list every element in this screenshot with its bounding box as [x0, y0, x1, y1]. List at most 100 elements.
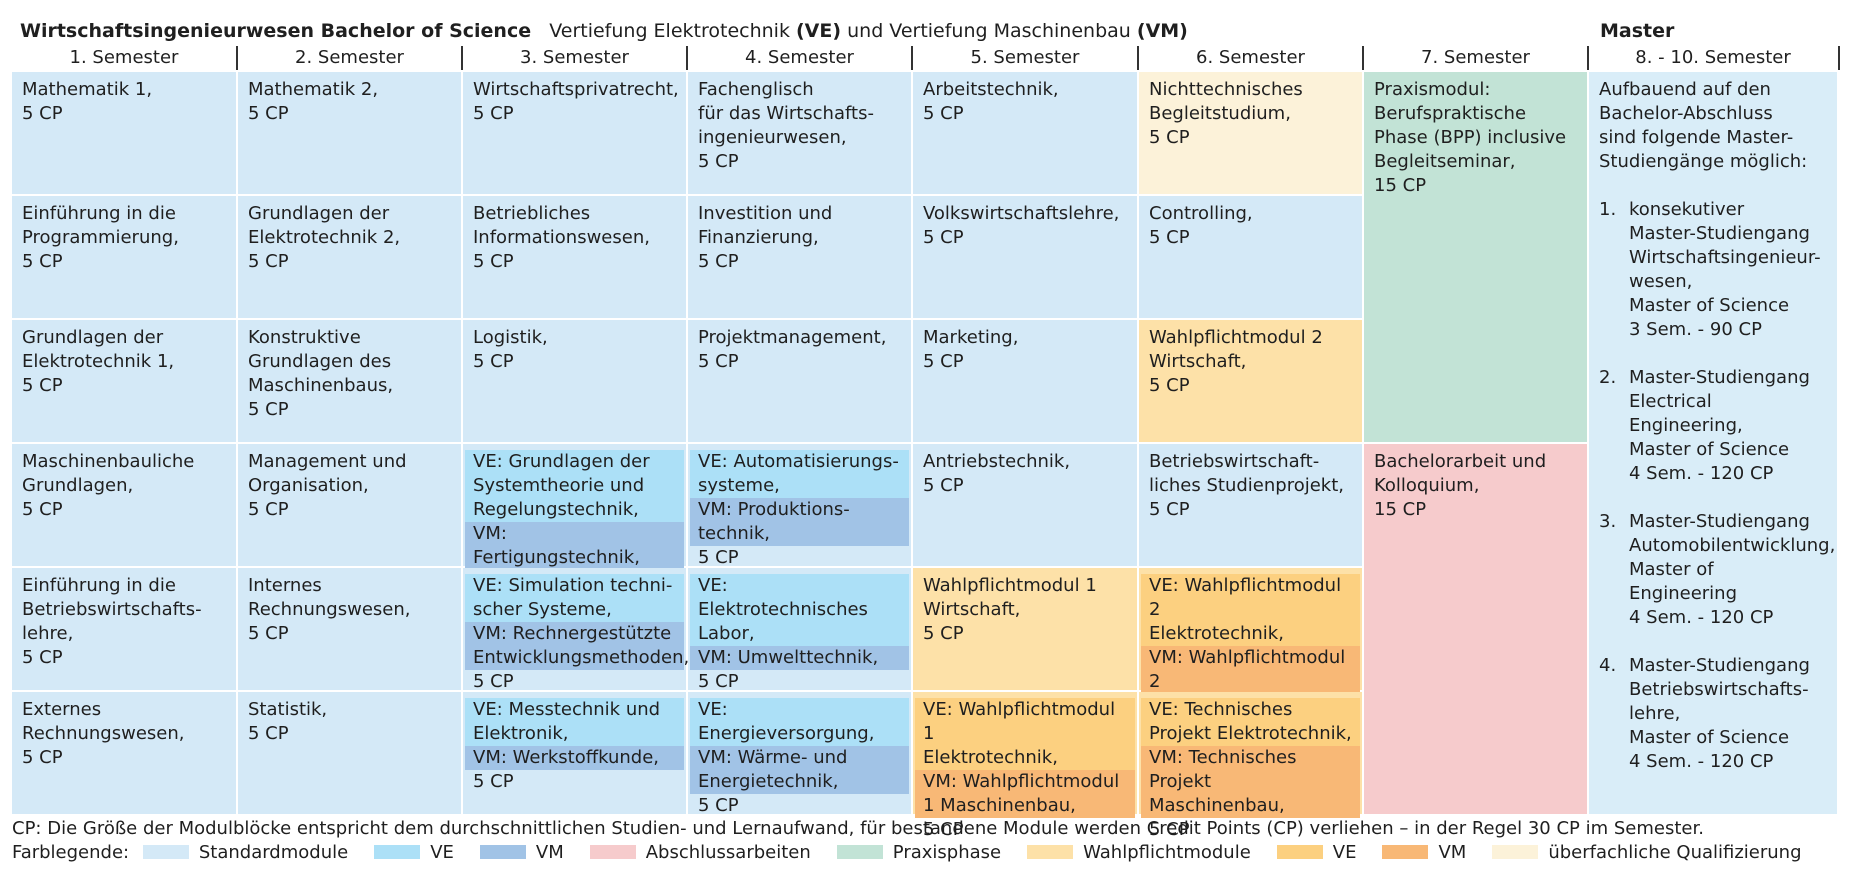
module-text: Bachelor-Abschluss — [1599, 103, 1773, 124]
module-text: Fachenglisch — [698, 79, 814, 100]
module-text: 5 CP — [1149, 227, 1190, 248]
module-text: Praxismodul: — [1374, 79, 1491, 100]
module-text: Master of Science — [1629, 295, 1790, 316]
module-text: lehre, — [1629, 703, 1681, 724]
legend-label: VM — [1438, 842, 1467, 863]
semester-label: 1. Semester — [69, 47, 179, 68]
module-cell: Einführung in die Betriebswirtschafts-leh… — [12, 568, 236, 690]
module-text: 5 CP — [248, 623, 289, 644]
module-cp: 5 CP — [473, 771, 514, 792]
master-program-list: 1. konsekutiver Master-Studiengang Wirtscha… — [1599, 198, 1835, 774]
module-cp: 5 CP — [698, 547, 739, 568]
module-text: Berufspraktische — [1374, 103, 1527, 124]
module-text: ingenieurwesen, — [698, 127, 847, 148]
module-text: VE: Automatisierungs- — [690, 450, 909, 474]
list-number: 4. — [1599, 655, 1617, 676]
module-text: Elektrotechnik, — [1141, 622, 1360, 646]
module-cell: Controlling, 5 CP — [1139, 196, 1362, 318]
module-text: Grundlagen der — [248, 203, 390, 224]
module-text: 5 CP — [22, 499, 63, 520]
module-cp: 5 CP — [473, 671, 514, 692]
subtitle-pre: Vertiefung Elektrotechnik — [549, 20, 790, 42]
bachelor-thesis-cell: Bachelorarbeit und Kolloquium, 15 CP — [1364, 444, 1587, 814]
module-text: Projektmanagement, — [698, 327, 887, 348]
module-text: VM: Technisches — [1141, 746, 1360, 770]
module-cell: Internes Rechnungswesen, 5 CP — [238, 568, 461, 690]
module-text: 3 Sem. - 90 CP — [1629, 319, 1762, 340]
module-text: VM: Umwelttechnik, — [690, 646, 909, 670]
module-cell: Mathematik 2, 5 CP — [238, 72, 461, 194]
module-text: 5 CP — [923, 623, 964, 644]
module-cell: Nichttechnisches Begleitstudium, 5 CP — [1139, 72, 1362, 194]
module-text: VE: Messtechnik und — [465, 698, 684, 722]
module-text: 5 CP — [22, 647, 63, 668]
module-text: VM: Rechnergestützte — [465, 622, 684, 646]
legend-swatch — [1276, 845, 1323, 859]
module-text: Electrical Engineering, — [1629, 391, 1743, 436]
master-program-item: 2. Master-Studiengang Electrical Engineeri… — [1599, 366, 1827, 486]
module-text: 4 Sem. - 120 CP — [1629, 607, 1774, 628]
module-text: VE: Energieversorgung, — [690, 698, 909, 746]
legend-swatch — [1492, 845, 1539, 859]
module-text: Master of Engineering — [1629, 559, 1737, 604]
module-text: Betriebswirtschafts- — [22, 599, 202, 620]
module-cell: Wirtschaftsprivatrecht, 5 CP — [463, 72, 686, 194]
module-text: Investition und — [698, 203, 833, 224]
module-text: Antriebstechnik, — [923, 451, 1071, 472]
ve-abbrev: (VE) — [796, 20, 842, 42]
module-text: 5 CP — [1149, 499, 1190, 520]
module-text: technik, — [690, 522, 909, 546]
module-text: Konstruktive — [248, 327, 361, 348]
module-text: VM: Wärme- und — [690, 746, 909, 770]
legend-swatch — [589, 845, 636, 859]
module-text: 5 CP — [923, 475, 964, 496]
semester-separator — [1137, 46, 1139, 70]
module-text: Grundlagen der — [22, 327, 164, 348]
module-text: Wirtschaftsingenieur- — [1629, 247, 1821, 268]
module-cell: Management und Organisation, 5 CP — [238, 444, 461, 566]
module-text: VE: Wahlpflichtmodul 2 — [1141, 574, 1360, 622]
module-cell: Wahlpflichtmodul 2 Wirtschaft, 5 CP — [1139, 320, 1362, 442]
module-text: Projekt Maschinenbau, — [1141, 770, 1360, 818]
module-text: VE: Wahlpflichtmodul 1 — [915, 698, 1135, 746]
legend-swatch — [479, 845, 526, 859]
semester-separator — [236, 46, 238, 70]
module-text: VE: Elektrotechnisches — [690, 574, 909, 622]
module-cell: Antriebstechnik, 5 CP — [913, 444, 1137, 566]
module-text: 5 CP — [248, 399, 289, 420]
module-text: 5 CP — [22, 251, 63, 272]
module-text: für das Wirtschafts- — [698, 103, 874, 124]
legend-swatch — [1027, 845, 1074, 859]
module-text: Grundlagen, — [22, 475, 134, 496]
semester-label: 3. Semester — [520, 47, 629, 68]
module-text: systeme, — [690, 474, 909, 498]
module-text: Rechnungswesen, — [22, 723, 185, 744]
module-text: Phase (BPP) inclusive — [1374, 127, 1567, 148]
master-options-cell: Aufbauend auf den Bachelor-Abschluss sind … — [1589, 72, 1837, 814]
module-text: Aufbauend auf den — [1599, 79, 1771, 100]
module-text: Internes — [248, 575, 322, 596]
module-text: 5 CP — [22, 375, 63, 396]
semester-separator — [461, 46, 463, 70]
elective-module-cell: VE: Simulation techni-scher Systeme, VM: … — [463, 568, 689, 692]
module-text: Entwicklungsmethoden, — [465, 646, 689, 670]
module-text: Maschinenbauliche — [22, 451, 195, 472]
semester-label: 5. Semester — [970, 47, 1080, 68]
module-text: 5 CP — [698, 151, 739, 172]
elective-module-cell: VE: Grundlagen der Systemtheorie und Regel… — [463, 444, 686, 592]
module-text: Labor, — [690, 622, 909, 646]
module-text: VM: Produktions- — [690, 498, 909, 522]
cp-note: CP: Die Größe der Modulblöcke entspricht… — [12, 818, 1704, 839]
module-text: VE: Technisches — [1141, 698, 1360, 722]
module-text: VE: Simulation techni- — [465, 574, 684, 598]
elective-module-cell: VE: Wahlpflichtmodul 2 Elektrotechnik, VM:… — [1139, 568, 1362, 740]
module-text: Nichttechnisches — [1149, 79, 1303, 100]
module-text: Betriebswirtschaft- — [1149, 451, 1320, 472]
list-number: 1. — [1599, 199, 1617, 220]
module-cell: Externes Rechnungswesen, 5 CP — [12, 692, 236, 814]
legend-label: Abschlussarbeiten — [645, 842, 811, 863]
list-number: 2. — [1599, 367, 1617, 388]
module-cell: Wahlpflichtmodul 1 Wirtschaft, 5 CP — [913, 568, 1137, 690]
module-cp: 5 CP — [1149, 819, 1190, 840]
module-text: Studiengänge möglich: — [1599, 151, 1808, 172]
